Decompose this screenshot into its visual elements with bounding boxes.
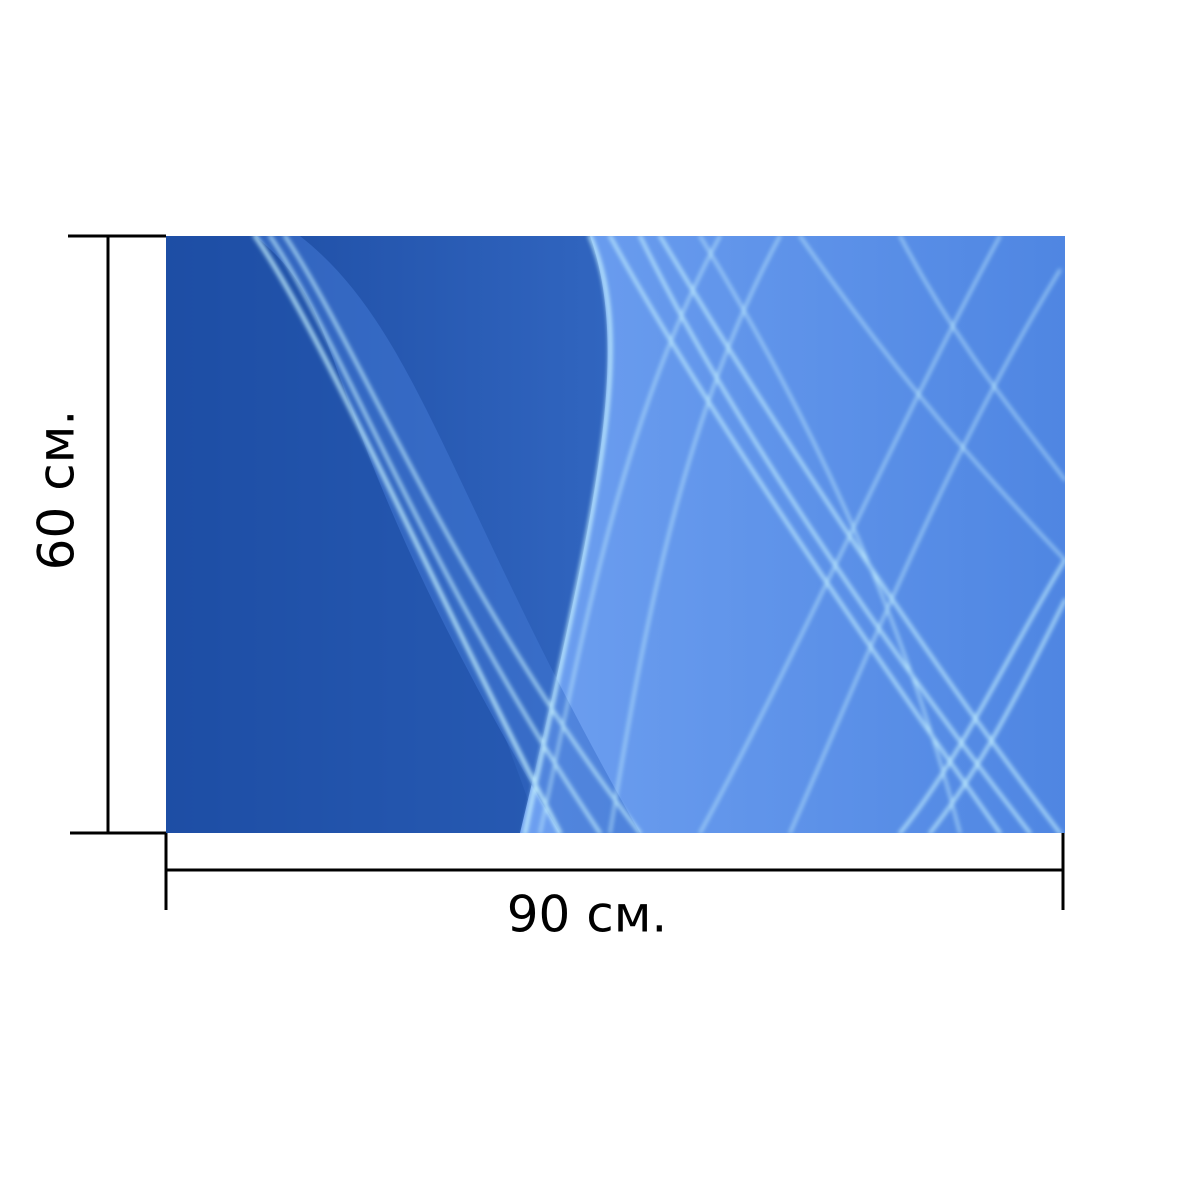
print-area bbox=[166, 236, 1065, 833]
width-dimension: 90 см. bbox=[164, 833, 1065, 944]
height-dimension: 60 см. bbox=[28, 234, 166, 835]
height-label: 60 см. bbox=[28, 410, 86, 571]
width-label: 90 см. bbox=[507, 886, 668, 944]
